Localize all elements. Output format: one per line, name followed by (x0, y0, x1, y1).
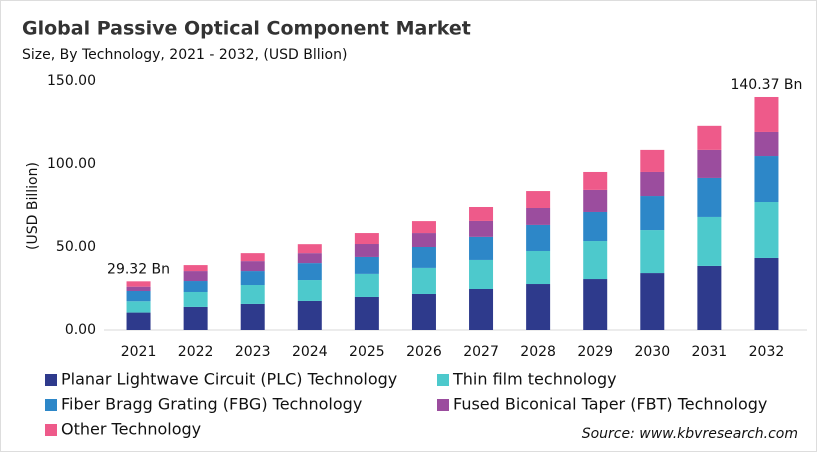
legend-label: Fiber Bragg Grating (FBG) Technology (61, 395, 362, 414)
bar-segment (240, 253, 265, 262)
legend-label: Thin film technology (452, 370, 617, 389)
bar-segment (754, 156, 779, 203)
bar-segment (354, 273, 379, 297)
bar-segment (240, 285, 265, 304)
bar-segment (754, 202, 779, 258)
bar-segment (126, 290, 151, 302)
legend-swatch (437, 399, 449, 411)
bar-segment (469, 288, 494, 330)
bar-segment (583, 211, 608, 242)
bar-segment (640, 273, 665, 330)
x-tick-label: 2025 (349, 344, 385, 360)
bar-segment (411, 247, 436, 268)
bar-segment (697, 265, 722, 330)
bar-segment (640, 230, 665, 274)
legend-swatch (45, 399, 57, 411)
bar-segment (697, 149, 722, 178)
bar-segment (754, 257, 779, 330)
bar-segment (297, 244, 322, 254)
bar-segment (126, 312, 151, 330)
bar-segment (583, 171, 608, 190)
bar-segment (411, 267, 436, 294)
bar-segment (754, 131, 779, 157)
bar-segment (354, 296, 379, 330)
bar-segment (526, 191, 551, 208)
bar-segment (126, 281, 151, 287)
bar-segment (526, 207, 551, 225)
bar-segment (583, 241, 608, 280)
chart-title: Global Passive Optical Component Market (22, 18, 471, 40)
bar-segment (469, 259, 494, 289)
bar-segment (583, 189, 608, 212)
legend-label: Fused Biconical Taper (FBT) Technology (453, 395, 767, 414)
y-tick-label: 150.00 (47, 73, 96, 89)
x-tick-label: 2029 (577, 344, 613, 360)
bar-segment (697, 125, 722, 150)
bar-segment (640, 196, 665, 231)
bar-segment (754, 96, 779, 132)
bar-segment (583, 279, 608, 330)
y-tick-label: 0.00 (65, 322, 96, 338)
bar-segment (411, 293, 436, 330)
x-tick-label: 2027 (463, 344, 499, 360)
bar-segment (240, 261, 265, 272)
bar-segment (240, 271, 265, 286)
bar-segment (240, 303, 265, 330)
bar-segment (297, 253, 322, 264)
source: Source: www.kbvresearch.com (582, 426, 798, 442)
legend-label: Other Technology (61, 420, 201, 439)
x-tick-label: 2022 (178, 344, 214, 360)
x-tick-label: 2032 (749, 344, 785, 360)
bar-segment (354, 233, 379, 245)
bar-segment (126, 301, 151, 313)
x-tick-label: 2024 (292, 344, 328, 360)
bar-segment (183, 271, 208, 282)
bar-segment (183, 306, 208, 330)
bar-segment (411, 233, 436, 247)
bar-segment (640, 171, 665, 197)
legend-swatch (45, 424, 57, 436)
bar-segment (469, 220, 494, 237)
bar-segment (640, 149, 665, 172)
bar-segment (526, 284, 551, 330)
legend-swatch (45, 374, 57, 386)
bar-segment (526, 250, 551, 285)
bar-segment (697, 216, 722, 266)
bar-segment (297, 280, 322, 301)
legend-swatch (437, 374, 449, 386)
bar-segment (183, 291, 208, 307)
bar-segment (297, 263, 322, 281)
x-tick-label: 2021 (121, 344, 157, 360)
bar-segment (697, 177, 722, 217)
bar-segment (411, 221, 436, 234)
y-tick-label: 100.00 (47, 156, 96, 172)
x-tick-label: 2023 (235, 344, 271, 360)
bar-segment (183, 281, 208, 292)
x-tick-label: 2028 (520, 344, 556, 360)
x-tick-label: 2026 (406, 344, 442, 360)
x-tick-label: 2030 (634, 344, 670, 360)
bar-segment (469, 206, 494, 221)
bar-segment (526, 224, 551, 251)
total-label: 140.37 Bn (730, 77, 802, 93)
total-label: 29.32 Bn (107, 261, 170, 277)
bar-segment (126, 286, 151, 291)
bar-segment (354, 256, 379, 274)
bar-segment (354, 244, 379, 257)
x-tick-label: 2031 (692, 344, 728, 360)
y-axis-label: (USD Billion) (25, 162, 41, 250)
y-tick-label: 50.00 (56, 239, 96, 255)
bar-segment (183, 265, 208, 272)
bar-segment (469, 236, 494, 260)
legend-label: Planar Lightwave Circuit (PLC) Technolog… (61, 370, 397, 389)
chart-subtitle: Size, By Technology, 2021 - 2032, (USD B… (22, 47, 347, 63)
bar-segment (297, 300, 322, 330)
